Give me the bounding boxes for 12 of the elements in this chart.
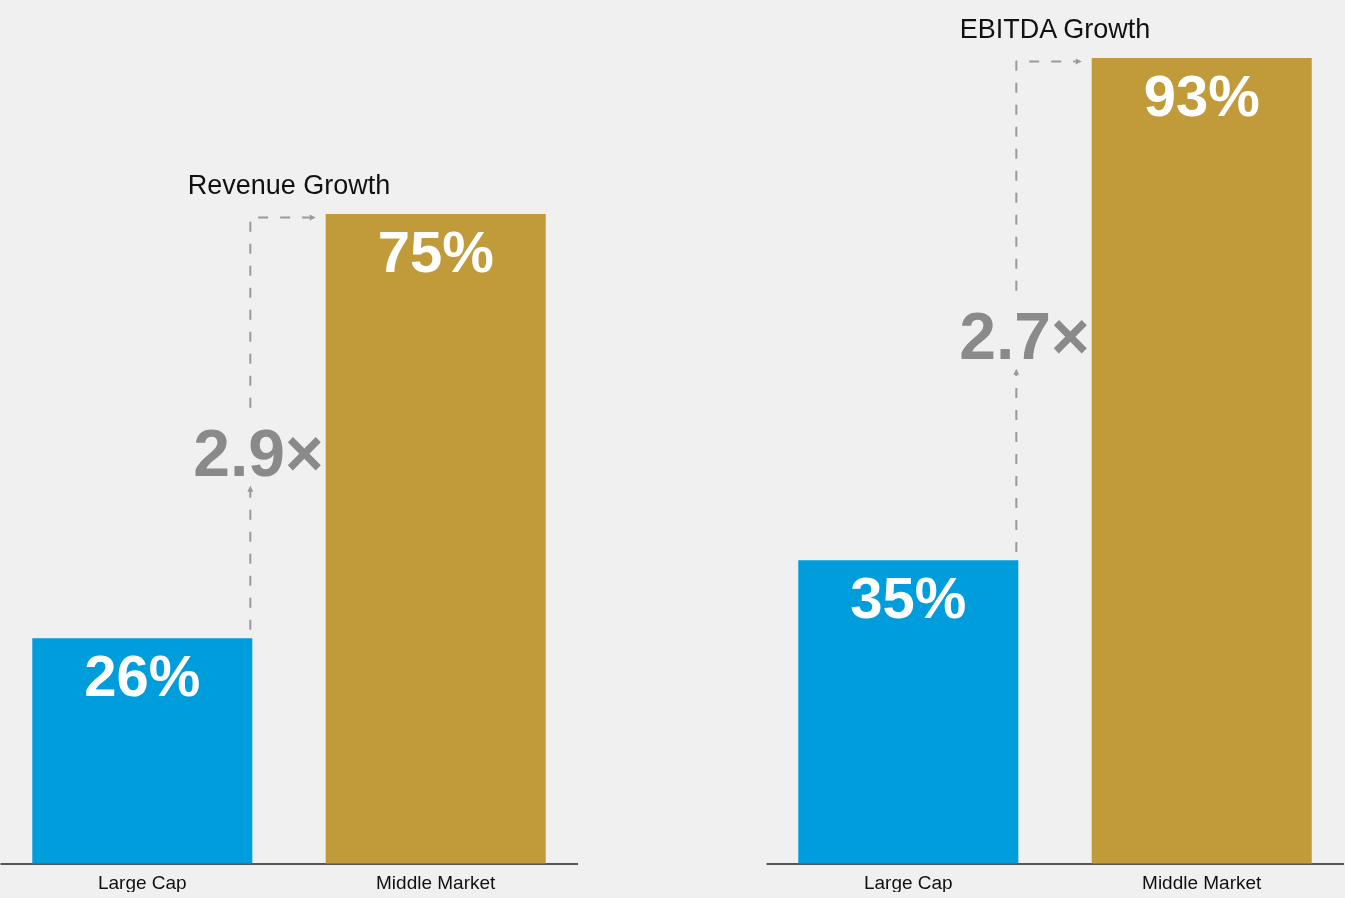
data-label: 93% (1143, 63, 1260, 128)
annotation: 2.9× (193, 415, 324, 490)
data-label: 26% (84, 642, 201, 708)
x-tick-label: Large Cap (97, 871, 187, 893)
x-tick-label: Middle Market (1142, 871, 1263, 893)
chart-title: EBITDA Growth (959, 13, 1151, 44)
chart-title: Revenue Growth (187, 169, 391, 200)
x-tick-label: Large Cap (863, 871, 953, 893)
annotation: 2.7× (959, 298, 1090, 373)
data-label: 75% (377, 218, 494, 284)
data-label: 35% (850, 565, 967, 630)
x-tick-label: Middle Market (376, 871, 497, 893)
